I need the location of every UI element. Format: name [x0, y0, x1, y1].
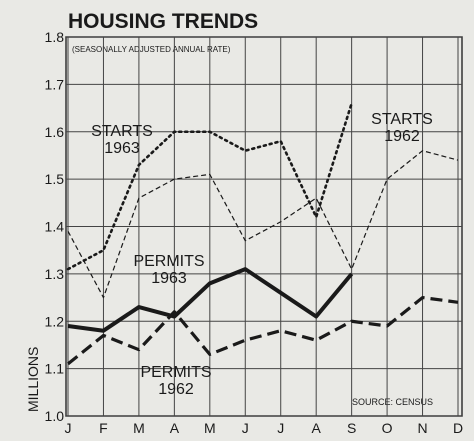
series-label: STARTS 1962 [371, 111, 433, 145]
series-line [66, 102, 353, 271]
x-tick-label: F [99, 420, 108, 436]
y-tick-label: 1.3 [45, 266, 65, 282]
series-line [66, 295, 459, 366]
x-tick-label: J [277, 420, 284, 436]
source-note: SOURCE: CENSUS [352, 397, 433, 407]
y-tick-label: 1.6 [45, 124, 65, 140]
y-tick-label: 1.0 [45, 408, 65, 424]
y-tick-label: 1.5 [45, 171, 65, 187]
x-tick-label: M [204, 420, 216, 436]
chart-subtitle: (SEASONALLY ADJUSTED ANNUAL RATE) [72, 45, 231, 54]
y-tick-label: 1.4 [45, 219, 65, 235]
series-line [67, 267, 354, 333]
y-tick-label: 1.2 [45, 313, 65, 329]
series-line [67, 150, 459, 299]
x-tick-label: N [417, 420, 427, 436]
x-tick-label: J [65, 420, 72, 436]
x-tick-label: A [312, 420, 322, 436]
x-tick-label: D [453, 420, 463, 436]
chart-title: HOUSING TRENDS [68, 10, 258, 33]
y-tick-label: 1.7 [45, 76, 65, 92]
series-label: PERMITS 1962 [140, 364, 211, 398]
series-label: STARTS 1963 [91, 123, 153, 157]
y-axis-label: MILLIONS [25, 347, 41, 412]
x-tick-label: A [170, 420, 180, 436]
x-tick-label: J [242, 420, 249, 436]
x-tick-label: M [133, 420, 145, 436]
x-tick-label: S [347, 420, 356, 436]
y-tick-label: 1.1 [45, 361, 65, 377]
x-tick-label: O [382, 420, 393, 436]
y-tick-label: 1.8 [45, 29, 65, 45]
series-label: PERMITS 1963 [133, 253, 204, 287]
